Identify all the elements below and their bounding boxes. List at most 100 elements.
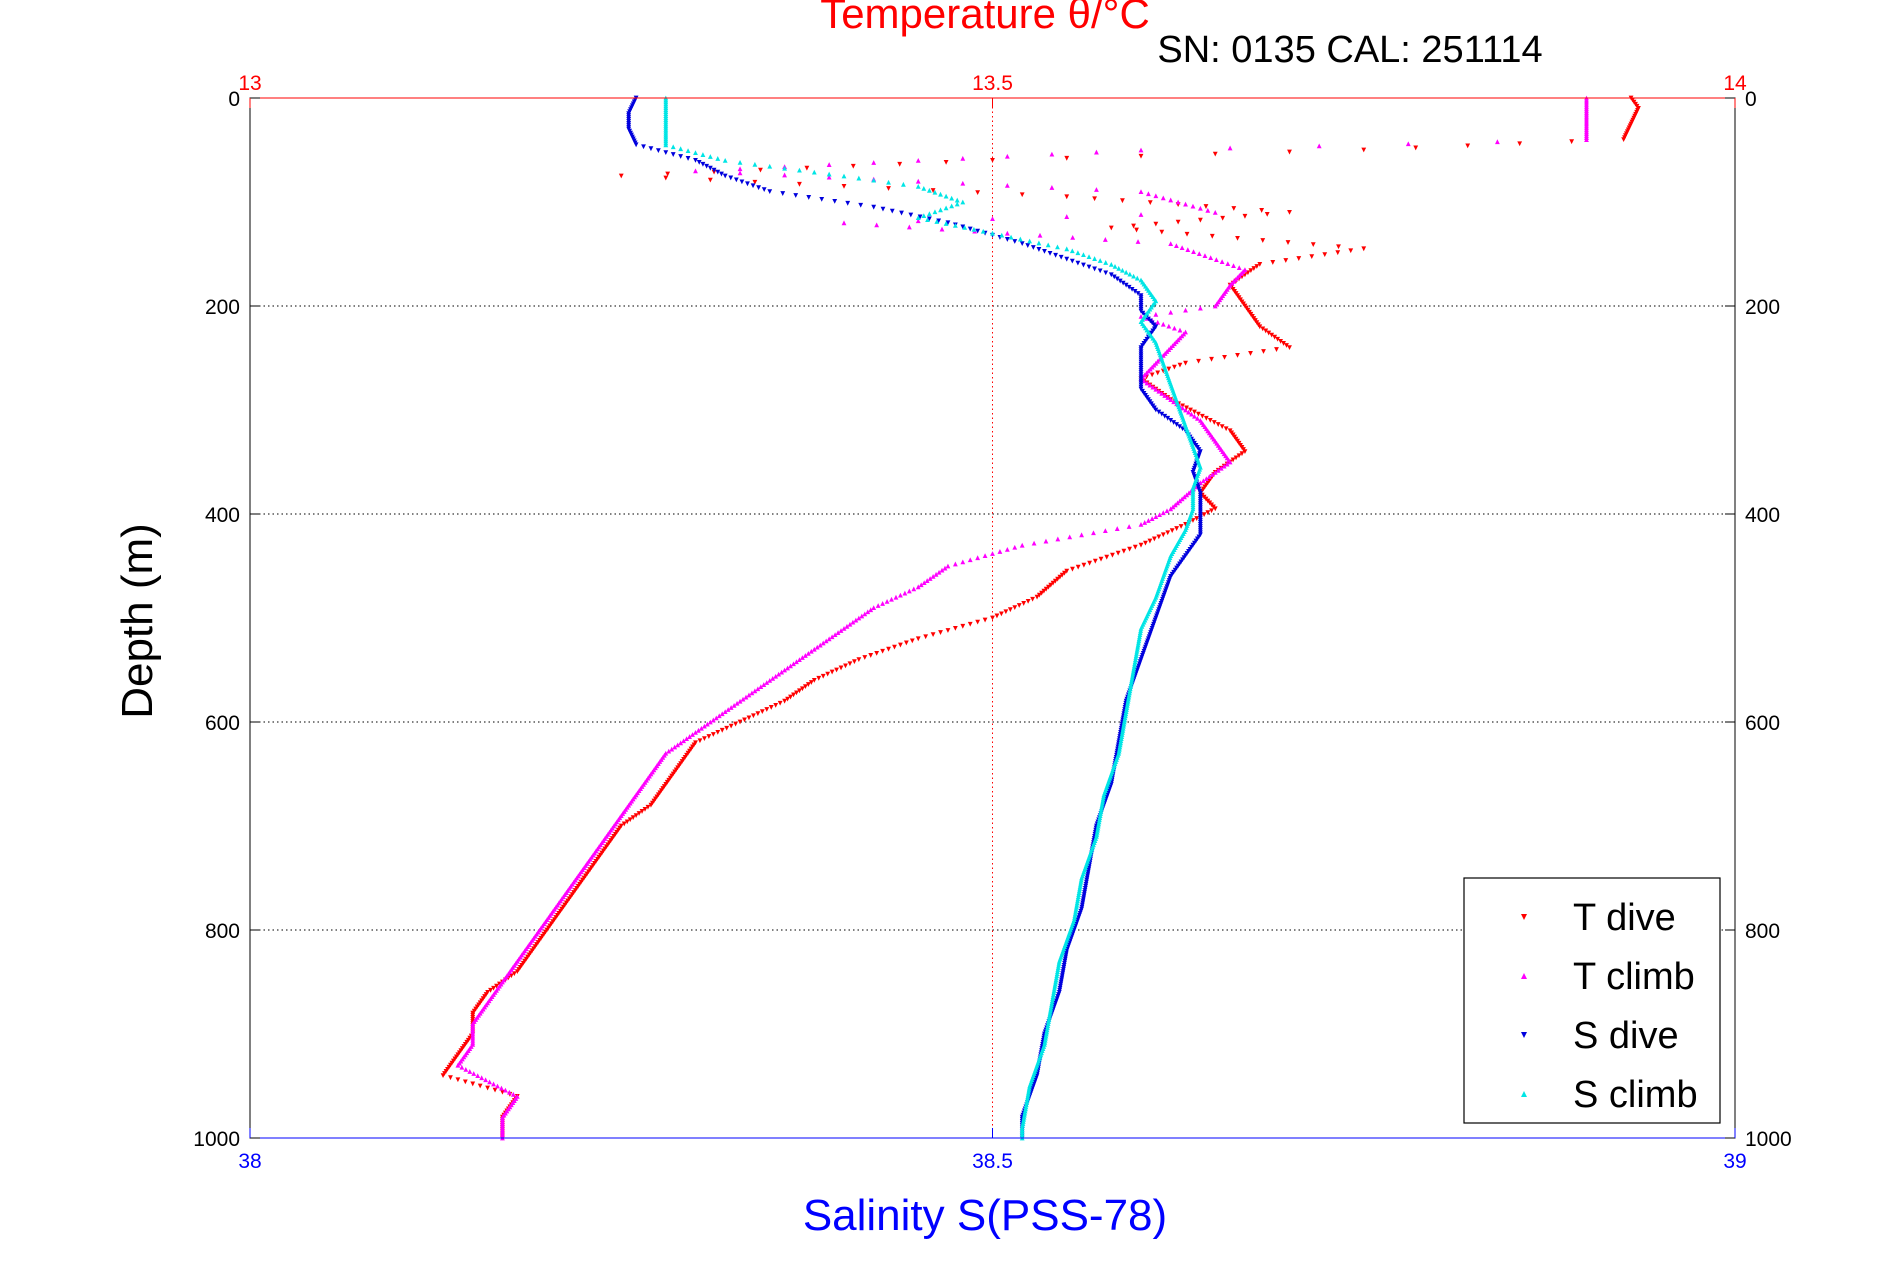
data-point <box>1165 530 1171 536</box>
data-point <box>777 700 783 706</box>
data-point <box>1153 407 1159 413</box>
data-point <box>1078 881 1083 887</box>
data-point <box>926 187 932 193</box>
data-point <box>835 630 841 635</box>
data-point <box>1131 665 1137 671</box>
data-point <box>1057 574 1063 580</box>
data-point <box>923 634 929 640</box>
data-point <box>990 230 995 236</box>
data-point <box>1153 193 1159 199</box>
data-point <box>1101 792 1107 798</box>
data-point <box>669 746 675 752</box>
data-point <box>921 185 927 191</box>
data-point <box>1124 707 1129 712</box>
data-point <box>1126 524 1132 529</box>
data-point <box>939 226 945 232</box>
data-point <box>814 644 820 650</box>
data-point <box>1045 242 1051 248</box>
data-point <box>797 657 802 662</box>
data-point <box>455 1077 461 1083</box>
data-point <box>499 1085 504 1091</box>
data-point <box>1138 153 1144 159</box>
data-point <box>1069 258 1075 264</box>
data-point <box>1144 380 1150 386</box>
data-point <box>1121 719 1127 725</box>
data-point <box>1155 319 1161 325</box>
data-point <box>1070 234 1076 240</box>
data-point <box>1076 890 1082 895</box>
data-point <box>1296 256 1302 261</box>
data-point <box>706 734 712 739</box>
data-point <box>884 598 890 604</box>
data-point <box>1177 362 1183 368</box>
data-point <box>975 190 981 196</box>
data-point <box>1126 284 1132 290</box>
data-point <box>1021 1114 1027 1120</box>
data-point <box>1108 262 1114 267</box>
data-point <box>1075 894 1081 900</box>
data-point <box>1203 415 1209 421</box>
data-point <box>1198 205 1203 211</box>
data-point <box>1128 680 1134 685</box>
data-point <box>1138 628 1144 633</box>
data-point <box>1177 498 1183 504</box>
data-point <box>1059 572 1065 578</box>
data-point <box>670 152 676 157</box>
data-point <box>1196 411 1201 417</box>
data-point <box>850 619 856 625</box>
data-point <box>1180 405 1185 411</box>
data-point <box>1025 243 1031 248</box>
data-point <box>975 555 981 561</box>
data-point <box>1004 182 1010 188</box>
data-point <box>1074 902 1080 908</box>
data-point <box>1153 311 1159 317</box>
data-point <box>1134 650 1139 656</box>
data-point <box>1149 372 1155 378</box>
data-point <box>1047 1012 1053 1018</box>
data-point <box>952 223 958 228</box>
data-point <box>1198 480 1203 486</box>
data-point <box>1134 648 1140 654</box>
data-point <box>1103 270 1109 276</box>
data-point <box>1108 225 1114 231</box>
data-point <box>1205 510 1211 516</box>
data-point <box>699 725 704 731</box>
data-point <box>819 197 825 202</box>
data-point <box>475 1073 481 1078</box>
data-point <box>1049 1002 1054 1008</box>
data-point <box>1054 973 1060 979</box>
data-point <box>1123 269 1129 275</box>
data-point <box>1269 332 1275 338</box>
data-point <box>880 601 886 606</box>
data-point <box>825 671 831 677</box>
data-point <box>1020 1118 1026 1124</box>
data-point <box>1036 592 1042 598</box>
data-point <box>1012 605 1018 610</box>
data-point <box>1064 246 1070 252</box>
data-point <box>1053 975 1059 981</box>
data-point <box>459 1064 465 1070</box>
data-point <box>1138 212 1144 217</box>
data-point <box>1118 738 1124 744</box>
data-point <box>722 709 728 714</box>
data-point <box>759 709 765 714</box>
y-tick-label-left: 1000 <box>193 1128 240 1151</box>
legend-label-s-climb: S climb <box>1573 1074 1698 1116</box>
data-point <box>1138 522 1144 527</box>
data-point <box>817 642 823 648</box>
data-point <box>898 642 903 648</box>
data-point <box>1075 564 1081 570</box>
data-point <box>455 1062 461 1068</box>
data-point <box>1126 692 1132 698</box>
data-point <box>702 723 707 729</box>
data-point <box>826 636 832 642</box>
y-tick-label-right: 1000 <box>1745 1128 1792 1151</box>
data-point <box>909 638 915 644</box>
data-point <box>755 686 761 692</box>
data-point <box>782 698 787 704</box>
data-point <box>1156 409 1162 415</box>
x-bottom-tick-label: 38.5 <box>972 1150 1013 1173</box>
data-point <box>1136 640 1141 646</box>
legend-label-t-climb: T climb <box>1573 956 1695 998</box>
data-point <box>1095 825 1101 831</box>
